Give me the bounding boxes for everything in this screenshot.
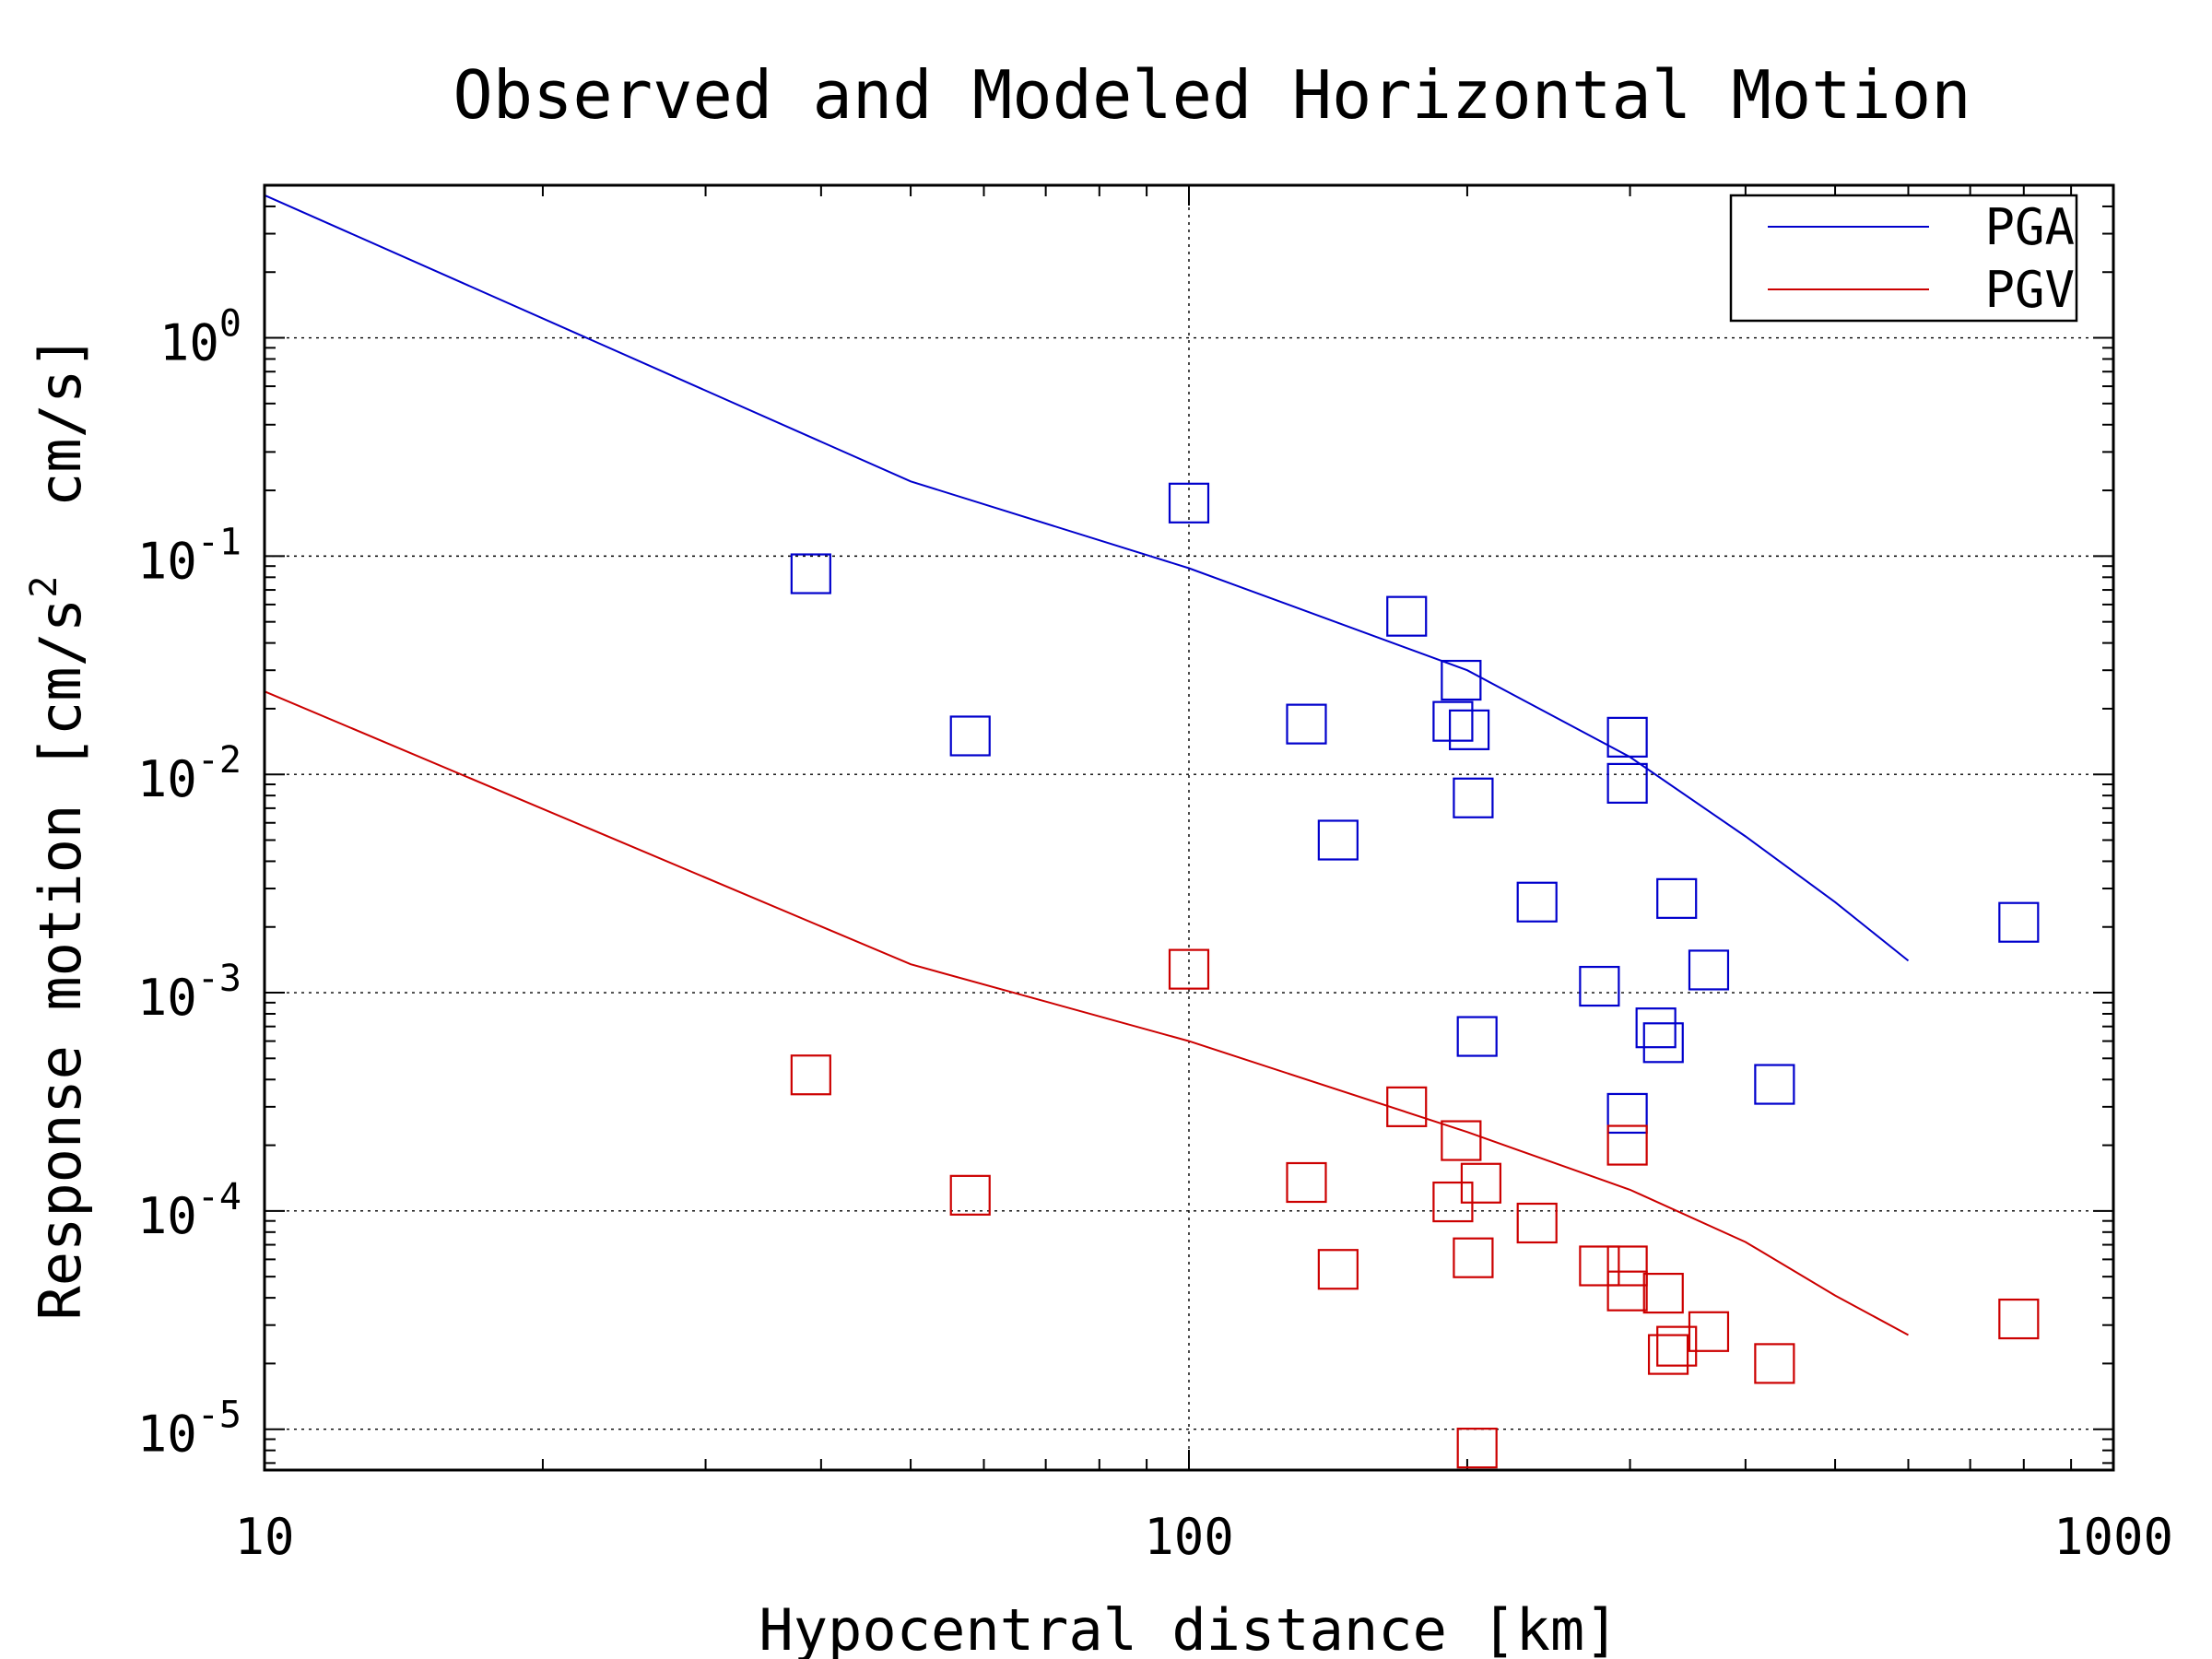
data-point-pga [1606, 1092, 1648, 1135]
data-point-pgv [1754, 1343, 1795, 1384]
data-point-pga [1449, 709, 1490, 750]
data-point-pgv [790, 1054, 831, 1096]
data-point-pga [1286, 703, 1327, 745]
data-point-pgv [1606, 1124, 1648, 1166]
data-point-pga [1606, 716, 1648, 758]
data-point-pgv [1606, 1245, 1648, 1287]
y-axis-label-unit: cm/s] [27, 335, 94, 575]
y-axis-label-main: Response motion [cm/s [27, 598, 94, 1321]
data-point-pgv [1460, 1162, 1502, 1204]
data-point-pga [1432, 700, 1474, 742]
data-point-pga [1688, 949, 1730, 991]
data-point-pga [1456, 1016, 1498, 1057]
legend: PGA PGV [1729, 194, 2078, 323]
data-point-pgv [1998, 1298, 2040, 1340]
y-tick-label: 10-4 [137, 1176, 241, 1245]
series-layer [264, 194, 2040, 1469]
x-axis-label: Hypocentral distance [km] [759, 1596, 1618, 1659]
y-tick-label: 10-5 [137, 1394, 241, 1464]
legend-box [1729, 194, 2078, 323]
series-line-pga [264, 194, 1910, 962]
x-tick-label: 10 [234, 1508, 294, 1566]
y-tick-label: 10-1 [137, 521, 241, 590]
y-tick-labels: 10-5 10-4 10-3 10-2 10-1 100 [137, 303, 241, 1464]
data-point-pga [1386, 595, 1428, 637]
x-tick-labels: 10 100 1000 [234, 1508, 2173, 1566]
data-point-pga [1606, 762, 1648, 804]
data-point-pgv [1168, 948, 1210, 990]
data-point-pga [790, 553, 831, 594]
x-tick-label: 1000 [2053, 1508, 2173, 1566]
data-point-pga [1635, 1007, 1677, 1049]
plot-frame [263, 183, 2115, 1472]
data-point-pgv [1606, 1270, 1648, 1312]
series-line-pgv [264, 690, 1909, 1336]
data-point-pga [1317, 819, 1359, 861]
y-tick-label: 10-2 [137, 739, 241, 808]
y-axis-label: Response motion [cm/s2 cm/s] [23, 335, 94, 1320]
y-axis-label-superscript: 2 [23, 576, 65, 598]
data-point-pgv [1656, 1325, 1698, 1367]
grid [265, 185, 2113, 1470]
data-point-pgv [1688, 1311, 1730, 1352]
data-point-pga [1168, 482, 1210, 524]
data-point-pgv [1317, 1249, 1359, 1290]
data-point-pgv [1516, 1202, 1558, 1244]
data-point-pga [949, 715, 991, 757]
y-tick-label: 10-3 [137, 958, 241, 1027]
data-point-pga [1516, 881, 1558, 923]
data-point-pgv [1441, 1120, 1482, 1161]
data-point-pgv [1386, 1086, 1428, 1127]
data-point-pga [1579, 965, 1620, 1007]
chart-title: Observed and Modeled Horizontal Motion [453, 56, 1971, 134]
data-point-pgv [1456, 1428, 1498, 1469]
data-point-pga [1656, 877, 1698, 919]
data-point-pgv [1286, 1161, 1327, 1204]
data-point-pga [1642, 1022, 1684, 1064]
y-tick-label: 100 [159, 303, 241, 372]
legend-label-pga: PGA [1984, 198, 2075, 256]
data-point-pga [1998, 901, 2040, 943]
data-point-pga [1754, 1064, 1795, 1105]
data-point-pgv [1647, 1334, 1689, 1375]
x-tick-label: 100 [1144, 1508, 1234, 1566]
data-point-pgv [1579, 1245, 1620, 1287]
data-point-pgv [1453, 1237, 1494, 1278]
data-point-pga [1453, 777, 1494, 818]
legend-label-pgv: PGV [1984, 261, 2075, 319]
data-point-pgv [949, 1174, 991, 1216]
data-point-pgv [1642, 1272, 1684, 1314]
data-point-pga [1441, 659, 1482, 701]
